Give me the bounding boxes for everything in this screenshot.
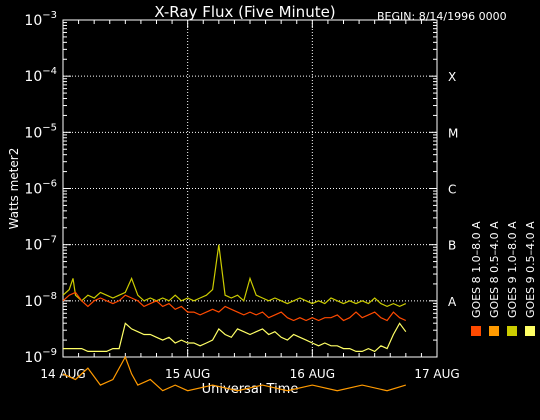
series-line-1	[62, 355, 406, 392]
flare-class-label: X	[448, 70, 456, 84]
flare-class-label: C	[448, 183, 456, 197]
flare-class-label: B	[448, 239, 456, 253]
y-tick-label: 10−4	[24, 66, 57, 85]
series-line-3	[63, 322, 407, 353]
chart-title: X-Ray Flux (Five Minute)	[154, 3, 336, 21]
legend-swatch-2	[507, 326, 517, 336]
legend-label-3: GOES 9 0.5–4.0 A	[524, 221, 537, 318]
x-tick-label: 16 AUG	[290, 367, 335, 381]
y-axis-title: Watts meter2	[7, 148, 21, 230]
x-axis-title: Universal Time	[202, 382, 299, 397]
x-tick-label: 17 AUG	[414, 367, 459, 381]
y-tick-label: 10−8	[24, 291, 57, 310]
legend-swatch-3	[525, 326, 535, 336]
y-tick-label: 10−3	[24, 10, 57, 29]
legend-swatch-0	[471, 326, 481, 336]
flare-class-label: A	[448, 295, 457, 309]
y-tick-label: 10−5	[24, 122, 57, 141]
series-line-0	[62, 291, 407, 322]
x-tick-label: 15 AUG	[165, 367, 210, 381]
legend-label-0: GOES 8 1.0–8.0 A	[470, 221, 483, 318]
y-tick-label: 10−7	[24, 235, 57, 254]
series-line-2	[62, 244, 407, 308]
y-tick-label: 10−9	[24, 347, 57, 366]
legend-swatch-1	[489, 326, 499, 336]
y-tick-label: 10−6	[24, 179, 57, 198]
legend-label-2: GOES 9 1.0–8.0 A	[506, 221, 519, 318]
flare-class-label: M	[448, 126, 458, 140]
legend-label-1: GOES 8 0.5–4.0 A	[488, 221, 501, 318]
